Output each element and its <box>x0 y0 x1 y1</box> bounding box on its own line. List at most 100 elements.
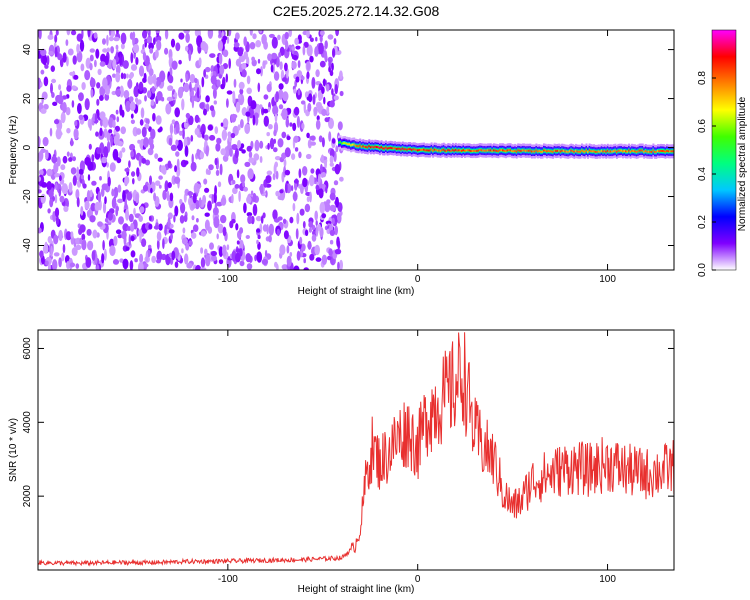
heatmap-noise-cell <box>281 264 288 270</box>
heatmap-noise-cell <box>86 190 91 202</box>
heatmap-noise-cell <box>244 161 251 167</box>
heatmap-noise-cell <box>288 30 292 37</box>
heatmap-noise-cell <box>50 245 53 257</box>
heatmap-noise-cell <box>112 259 120 265</box>
heatmap-signal-cell <box>395 148 398 150</box>
heatmap-signal-cell <box>357 145 360 148</box>
heatmap-noise-cell <box>339 259 343 270</box>
heatmap-noise-cell <box>181 248 184 254</box>
heatmap-noise-cell <box>246 87 252 95</box>
heatmap-noise-cell <box>133 85 139 98</box>
heatmap-noise-cell <box>314 210 319 221</box>
heatmap-noise-cell <box>89 189 93 198</box>
heatmap-noise-cell <box>331 88 334 96</box>
heatmap-noise-cell <box>58 257 62 268</box>
heatmap-noise-cell <box>80 174 84 180</box>
heatmap-noise-cell <box>204 212 210 217</box>
heatmap-noise-cell <box>303 101 306 114</box>
heatmap-noise-cell <box>58 84 62 91</box>
heatmap-noise-cell <box>176 158 180 171</box>
heatmap-noise-cell <box>303 41 309 48</box>
heatmap-noise-cell <box>115 44 119 50</box>
heatmap-signal-cell <box>426 149 429 152</box>
heatmap-signal-cell <box>441 149 444 152</box>
heatmap-noise-cell <box>281 131 287 139</box>
heatmap-noise-cell <box>309 191 312 203</box>
heatmap-noise-cell <box>149 47 154 54</box>
heatmap-noise-cell <box>325 83 330 92</box>
heatmap-noise-cell <box>91 180 97 186</box>
heatmap-signal-cell <box>447 149 450 152</box>
heatmap-signal-cell <box>371 145 374 148</box>
heatmap-noise-cell <box>115 109 119 115</box>
heatmap-noise-cell <box>250 100 257 110</box>
heatmap-noise-cell <box>238 93 242 100</box>
heatmap-noise-cell <box>214 157 218 166</box>
heatmap-noise-cell <box>325 185 328 194</box>
heatmap-signal-cell <box>653 150 656 153</box>
heatmap-noise-cell <box>174 261 179 268</box>
heatmap-noise-cell <box>153 192 157 202</box>
heatmap-signal-cell <box>474 150 477 153</box>
heatmap-noise-cell <box>207 169 211 176</box>
heatmap-noise-cell <box>274 156 281 161</box>
heatmap-noise-cell <box>53 234 59 245</box>
heatmap-noise-cell <box>125 100 131 113</box>
heatmap-noise-cell <box>291 60 297 70</box>
heatmap-noise-cell <box>320 30 325 36</box>
heatmap-noise-cell <box>328 131 332 142</box>
heatmap-noise-cell <box>46 168 53 177</box>
heatmap-noise-cell <box>76 166 79 177</box>
colorbar: 0.0 0.2 0.4 0.6 0.8 Normalized spectral ampl… <box>697 29 748 277</box>
heatmap-noise-cell <box>112 119 116 129</box>
heatmap-noise-cell <box>87 240 94 251</box>
heatmap-noise-cell <box>252 192 257 203</box>
heatmap-noise-cell <box>79 224 86 233</box>
heatmap-noise-cell <box>133 207 136 216</box>
heatmap-noise-cell <box>237 140 241 149</box>
heatmap-signal-cell <box>380 146 383 149</box>
heatmap-signal-cell <box>606 149 609 152</box>
heatmap-signal-cell <box>602 150 605 153</box>
heatmap-signal-cell <box>605 150 608 153</box>
heatmap-noise-cell <box>181 237 188 245</box>
heatmap-noise-cell <box>299 208 305 216</box>
heatmap-noise-cell <box>139 253 144 264</box>
heatmap-noise-cell <box>147 90 152 99</box>
heatmap-signal-cell <box>561 149 564 152</box>
heatmap-noise-cell <box>93 32 98 39</box>
heatmap-noise-cell <box>260 66 263 77</box>
heatmap-noise-cell <box>55 182 58 191</box>
heatmap-signal-cell <box>468 149 471 152</box>
heatmap-noise-cell <box>191 153 194 165</box>
heatmap-noise-cell <box>300 100 306 105</box>
heatmap-noise-cell <box>279 189 284 194</box>
spectrogram-ytick-label: 0 <box>22 144 33 150</box>
heatmap-signal-cell <box>518 149 521 152</box>
heatmap-noise-cell <box>122 60 129 69</box>
heatmap-noise-cell <box>327 34 334 40</box>
heatmap-noise-cell <box>71 100 75 108</box>
heatmap-signal-cell <box>467 149 470 152</box>
heatmap-noise-cell <box>324 50 328 61</box>
heatmap-noise-cell <box>291 46 295 51</box>
heatmap-noise-cell <box>38 169 44 176</box>
heatmap-noise-cell <box>54 173 60 178</box>
heatmap-noise-cell <box>136 227 140 237</box>
heatmap-noise-cell <box>244 123 251 135</box>
heatmap-noise-cell <box>306 71 310 79</box>
heatmap-noise-cell <box>204 248 208 256</box>
heatmap-noise-cell <box>286 255 292 267</box>
heatmap-signal-cell <box>400 148 403 151</box>
heatmap-noise-cell <box>44 64 49 69</box>
heatmap-noise-cell <box>314 244 321 256</box>
heatmap-noise-cell <box>55 215 60 226</box>
heatmap-noise-cell <box>142 51 147 61</box>
heatmap-noise-cell <box>185 32 190 44</box>
heatmap-noise-cell <box>235 252 241 263</box>
heatmap-noise-cell <box>272 105 279 116</box>
heatmap-noise-cell <box>310 168 315 174</box>
heatmap-noise-cell <box>315 184 320 191</box>
heatmap-noise-cell <box>314 46 319 57</box>
heatmap-signal-cell <box>391 147 394 150</box>
